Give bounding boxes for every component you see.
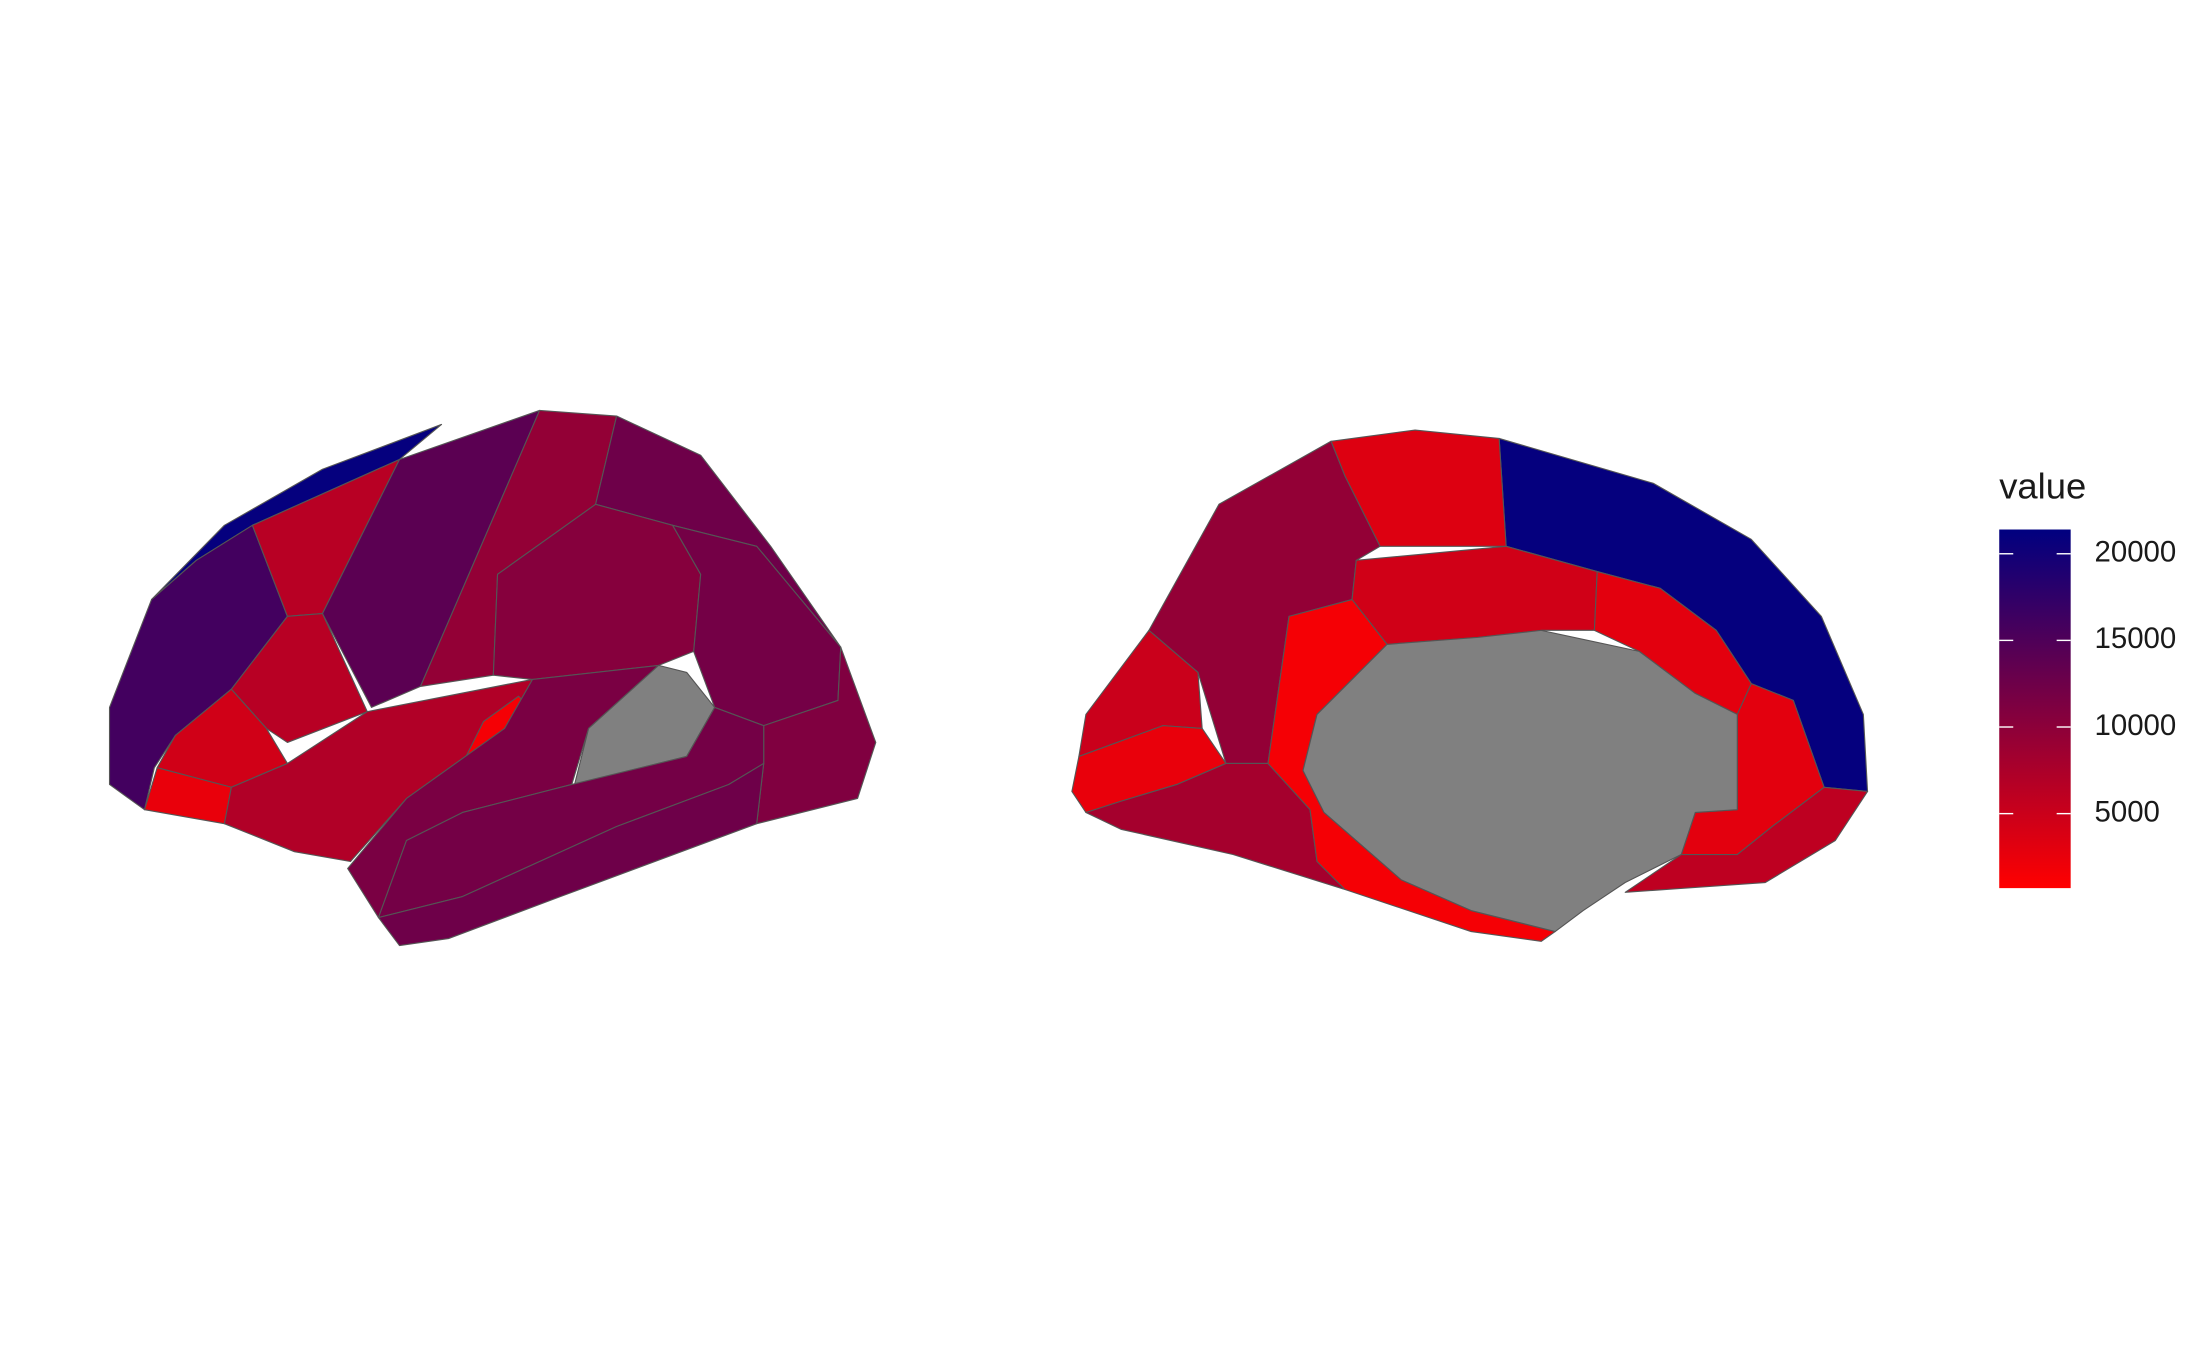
colorbar-tick-label: 10000: [2094, 709, 2176, 742]
colorbar-tick-label: 5000: [2094, 795, 2159, 828]
colorbar: [1999, 529, 2071, 889]
legend-title: value: [1999, 466, 2086, 507]
brain-region: [1302, 629, 1738, 933]
brain-region: [321, 409, 541, 708]
colorbar-tick-label: 15000: [2094, 622, 2176, 655]
brain-region: [1624, 786, 1869, 893]
brain-region: [223, 678, 534, 863]
colorbar-tick-label: 20000: [2094, 536, 2176, 569]
brain-region: [1351, 545, 1598, 645]
brain-map: [108, 409, 1869, 947]
brain-region: [377, 762, 765, 947]
